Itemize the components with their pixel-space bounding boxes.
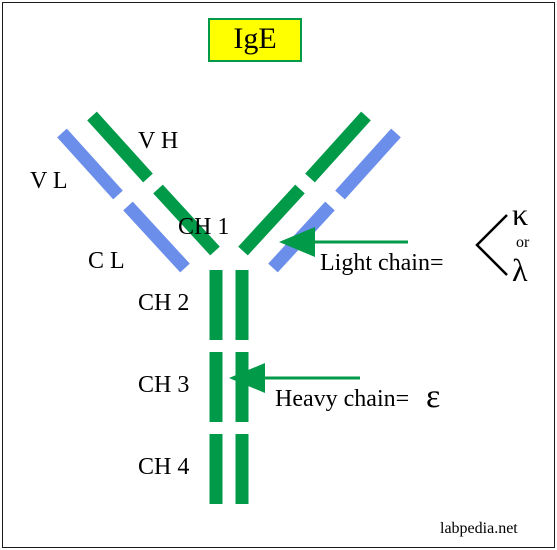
label-or: or — [516, 234, 529, 252]
label-heavy-chain-eq: Heavy chain= — [275, 386, 409, 413]
ige-antibody-diagram — [0, 0, 557, 550]
label-ch2: CH 2 — [138, 290, 189, 317]
label-ch4: CH 4 — [138, 454, 189, 481]
label-vh: V H — [138, 128, 178, 155]
label-lambda: λ — [512, 252, 528, 289]
label-epsilon: ε — [426, 378, 440, 416]
source-attribution: labpedia.net — [440, 520, 518, 538]
label-light-chain-eq: Light chain= — [320, 250, 444, 277]
light-chain-bracket — [477, 215, 507, 275]
label-vl: V L — [30, 168, 68, 195]
label-cl: C L — [88, 248, 125, 275]
label-ch3: CH 3 — [138, 372, 189, 399]
label-kappa: κ — [512, 196, 528, 233]
label-ch1: CH 1 — [178, 214, 229, 241]
